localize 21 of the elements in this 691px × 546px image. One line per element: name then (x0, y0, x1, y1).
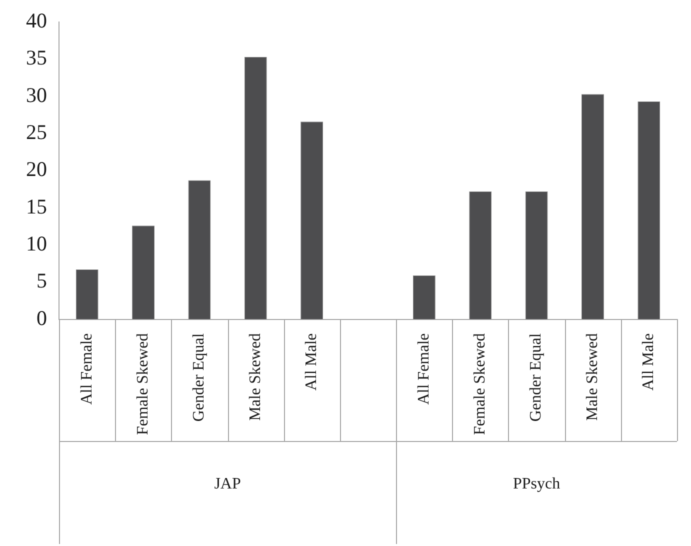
y-tick-label: 35 (26, 46, 47, 70)
y-tick-label: 40 (26, 8, 47, 33)
x-tick-label: All Male (303, 333, 320, 391)
x-tick-label: All Male (640, 333, 658, 391)
y-tick-label: 10 (26, 231, 47, 256)
text: JAP (214, 476, 241, 493)
y-tick-label: 30 (26, 82, 47, 107)
x-tick-label: All Female (78, 333, 96, 405)
y-tick-label: 20 (26, 157, 47, 182)
x-tick-label: Female Skewed (134, 333, 152, 435)
y-tick-label: 25 (26, 120, 47, 144)
x-tick-label: Female Skewed (472, 333, 489, 435)
text: PPsych (512, 476, 560, 493)
x-tick-label: Gender Equal (528, 332, 545, 422)
x-tick-label: Male Skewed (584, 333, 601, 421)
x-tick-label: All Female (415, 333, 432, 405)
y-tick-label: 0 (36, 306, 47, 330)
x-tick-label: Gender Equal (190, 332, 208, 422)
y-tick-label: 15 (26, 194, 47, 218)
x-tick-label: Male Skewed (246, 333, 264, 421)
y-tick-label: 5 (36, 268, 47, 293)
